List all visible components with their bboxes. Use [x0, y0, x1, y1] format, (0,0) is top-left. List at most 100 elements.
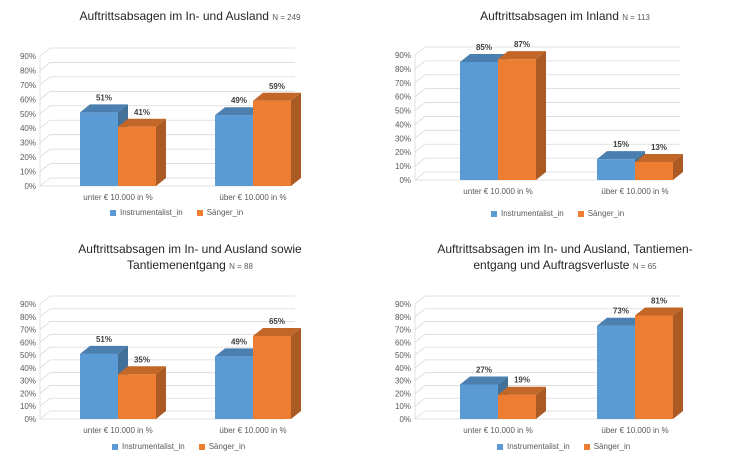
gridline-depth [39, 76, 51, 86]
bar-top [253, 327, 301, 336]
y-tick-label: 30% [20, 139, 36, 148]
bar [635, 161, 673, 180]
bar [597, 325, 635, 419]
gridline-depth [414, 346, 426, 356]
bar [253, 100, 291, 186]
y-tick-label: 20% [20, 389, 36, 398]
y-tick-label: 40% [395, 120, 411, 129]
legend-swatch-instrumentalist [112, 443, 118, 450]
bar-side [536, 386, 546, 419]
legend-swatch-saenger [577, 210, 584, 217]
x-category-label: unter € 10.000 in % [463, 426, 532, 435]
data-label: 51% [96, 335, 112, 344]
legend-item: Instrumentalist_in [491, 209, 564, 218]
y-tick-label: 50% [20, 351, 36, 360]
chart-title: Auftrittsabsagen im Inland N = 113 [395, 8, 735, 26]
y-tick-label: 40% [20, 364, 36, 373]
chart-legend: Instrumentalist_in Sänger_in [112, 442, 245, 451]
legend-item: Instrumentalist_in [110, 208, 183, 217]
gridline-depth [414, 171, 426, 181]
y-tick-label: 50% [20, 110, 36, 119]
sample-size-label: N = 88 [229, 262, 253, 271]
y-tick-label: 0% [24, 182, 36, 191]
legend-item: Sänger_in [196, 208, 244, 217]
chart-panel-4: Auftrittsabsagen im In- und Ausland, Tan… [375, 231, 750, 462]
y-tick-label: 80% [395, 65, 411, 74]
gridline-depth [39, 308, 51, 318]
gridline-depth [39, 91, 51, 100]
bar-top [118, 366, 166, 375]
data-label: 85% [476, 43, 492, 52]
bar-chart-svg: 0% 10% 20% 30% 40% 50% 60% 70% 80% 90% 51% 35% unter… [20, 295, 301, 435]
bar [80, 353, 118, 419]
data-label: 13% [651, 143, 667, 152]
gridline-depth [414, 397, 426, 407]
y-tick-label: 60% [20, 95, 36, 104]
x-category-label: über € 10.000 in % [219, 426, 286, 435]
y-tick-label: 10% [395, 402, 411, 411]
bar [597, 159, 635, 180]
bar-top [460, 376, 508, 385]
legend-item: Instrumentalist_in [497, 442, 570, 451]
legend-swatch-instrumentalist [491, 210, 497, 217]
legend-swatch-saenger [196, 209, 203, 216]
bar-side [291, 327, 301, 419]
gridline-depth [414, 410, 426, 420]
y-tick-label: 90% [20, 300, 36, 309]
bar [460, 384, 498, 419]
gridline-depth [414, 116, 426, 125]
gridline-depth [414, 372, 426, 381]
data-label: 27% [476, 366, 492, 375]
x-category-label: unter € 10.000 in % [83, 426, 152, 435]
bar-top [215, 107, 263, 116]
gridline-depth [39, 177, 51, 187]
legend-label: Instrumentalist_in [501, 209, 564, 218]
bar-top [597, 317, 645, 326]
gridline-depth [414, 88, 426, 97]
y-tick-label: 50% [395, 107, 411, 116]
y-tick-label: 40% [395, 364, 411, 373]
gridline-depth [39, 62, 51, 71]
chart-legend: Instrumentalist_in Sänger_in [110, 208, 243, 217]
bar-chart-svg: 0% 10% 20% 30% 40% 50% 60% 70% 80% 90% 27% 19% unter… [395, 295, 683, 435]
bar [498, 394, 536, 419]
bar-top [215, 348, 263, 357]
x-category-label: über € 10.000 in % [601, 426, 668, 435]
legend-swatch-instrumentalist [110, 209, 116, 216]
data-label: 19% [514, 376, 530, 385]
legend-item: Sänger_in [583, 442, 630, 451]
data-label: 87% [514, 40, 530, 49]
bar-side [156, 118, 166, 186]
gridline-depth [414, 130, 426, 139]
chart-panel-1: Auftrittsabsagen im In- und Ausland N = … [0, 0, 375, 231]
y-tick-label: 30% [395, 377, 411, 386]
gridline-depth [414, 385, 426, 394]
bar-top [253, 92, 301, 101]
gridline-depth [39, 346, 51, 356]
bar-top [80, 345, 128, 354]
data-label: 49% [231, 337, 247, 346]
chart-title-line: Tantiemenentgang [127, 258, 226, 272]
bar-top [118, 118, 166, 127]
data-label: 65% [269, 317, 285, 326]
y-tick-label: 40% [20, 124, 36, 133]
y-tick-label: 10% [395, 162, 411, 171]
gridline-depth [414, 334, 426, 343]
y-tick-label: 60% [395, 338, 411, 347]
gridline-depth [39, 134, 51, 143]
legend-label: Sänger_in [206, 208, 244, 217]
legend-label: Sänger_in [208, 442, 246, 451]
y-tick-label: 60% [395, 93, 411, 102]
bar [635, 315, 673, 419]
sample-size-label: N = 249 [272, 13, 301, 22]
gridline-depth [414, 321, 426, 330]
bar [118, 374, 156, 419]
gridline-depth [39, 372, 51, 381]
y-tick-label: 20% [395, 148, 411, 157]
bar-side [156, 366, 166, 419]
data-label: 35% [134, 355, 150, 364]
y-tick-label: 20% [20, 153, 36, 162]
bar [215, 356, 253, 419]
chart-title: Auftrittsabsagen im In- und Ausland N = … [20, 8, 360, 26]
y-tick-label: 50% [395, 351, 411, 360]
